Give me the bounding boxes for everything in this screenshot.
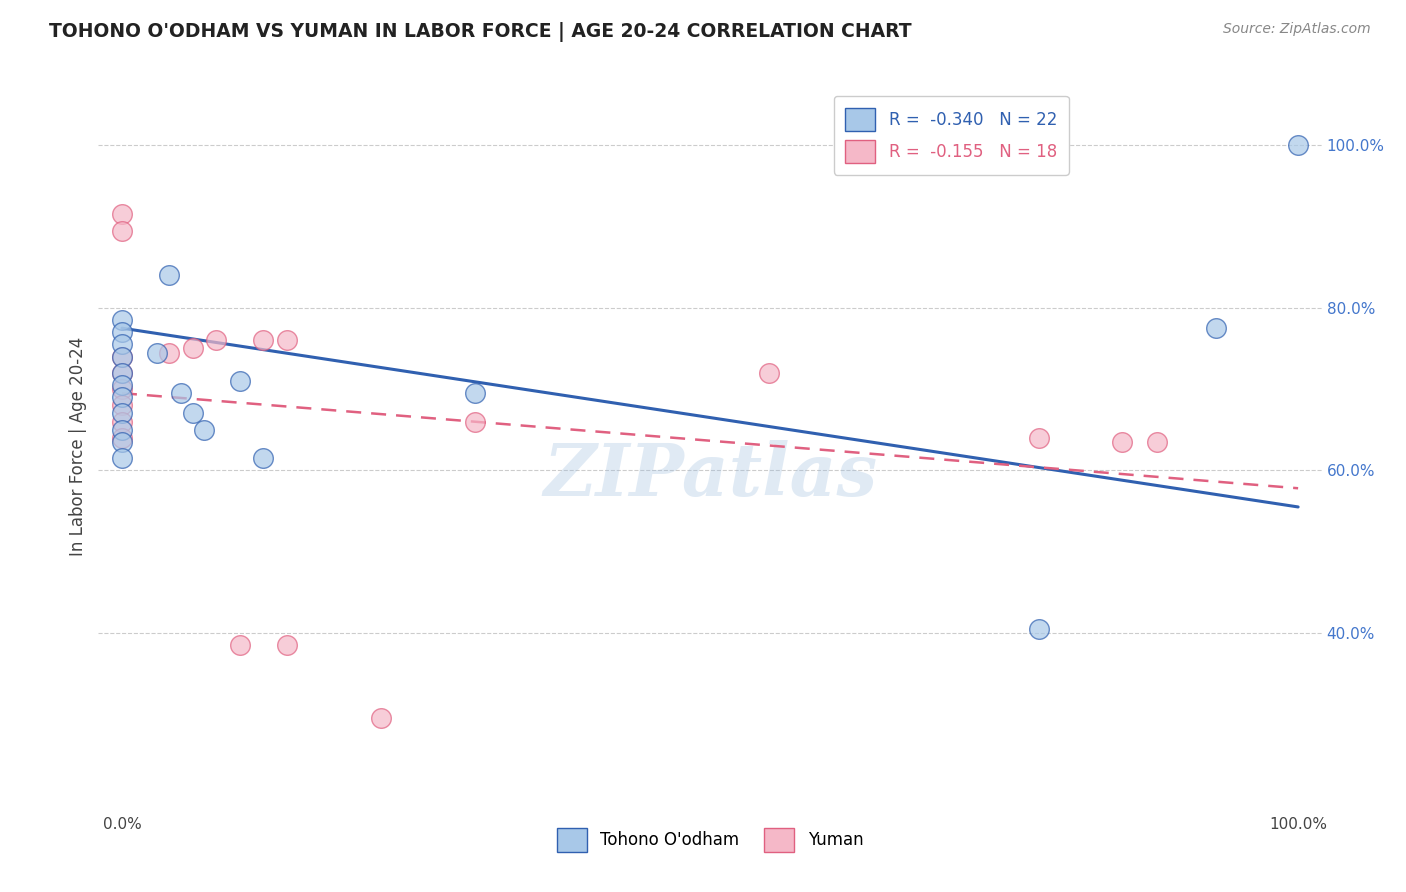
- Point: [464, 386, 486, 401]
- Text: ZIPatlas: ZIPatlas: [543, 440, 877, 511]
- Point: [1111, 434, 1133, 449]
- Point: [111, 431, 134, 445]
- Point: [111, 224, 134, 238]
- Point: [205, 334, 228, 348]
- Point: [228, 638, 250, 652]
- Point: [181, 342, 204, 356]
- Point: [111, 313, 134, 327]
- Point: [157, 345, 180, 359]
- Y-axis label: In Labor Force | Age 20-24: In Labor Force | Age 20-24: [69, 336, 87, 556]
- Point: [111, 398, 134, 412]
- Point: [111, 407, 134, 421]
- Point: [193, 423, 215, 437]
- Point: [111, 207, 134, 221]
- Point: [111, 366, 134, 380]
- Point: [111, 325, 134, 339]
- Point: [252, 451, 274, 466]
- Point: [1205, 321, 1227, 335]
- Text: TOHONO O'ODHAM VS YUMAN IN LABOR FORCE | AGE 20-24 CORRELATION CHART: TOHONO O'ODHAM VS YUMAN IN LABOR FORCE |…: [49, 22, 912, 42]
- Legend: Tohono O'odham, Yuman: Tohono O'odham, Yuman: [550, 822, 870, 858]
- Text: Source: ZipAtlas.com: Source: ZipAtlas.com: [1223, 22, 1371, 37]
- Point: [111, 337, 134, 351]
- Point: [111, 350, 134, 364]
- Point: [1028, 431, 1050, 445]
- Point: [1028, 622, 1050, 636]
- Point: [157, 268, 180, 283]
- Point: [276, 334, 298, 348]
- Point: [111, 378, 134, 392]
- Point: [111, 382, 134, 396]
- Point: [252, 334, 274, 348]
- Point: [464, 415, 486, 429]
- Point: [111, 423, 134, 437]
- Point: [1146, 434, 1168, 449]
- Point: [111, 434, 134, 449]
- Point: [146, 345, 169, 359]
- Point: [370, 711, 392, 725]
- Point: [228, 374, 250, 388]
- Point: [276, 638, 298, 652]
- Point: [111, 350, 134, 364]
- Point: [111, 366, 134, 380]
- Point: [170, 386, 193, 401]
- Point: [1286, 138, 1309, 153]
- Point: [111, 415, 134, 429]
- Point: [111, 451, 134, 466]
- Point: [758, 366, 780, 380]
- Point: [181, 407, 204, 421]
- Point: [111, 390, 134, 404]
